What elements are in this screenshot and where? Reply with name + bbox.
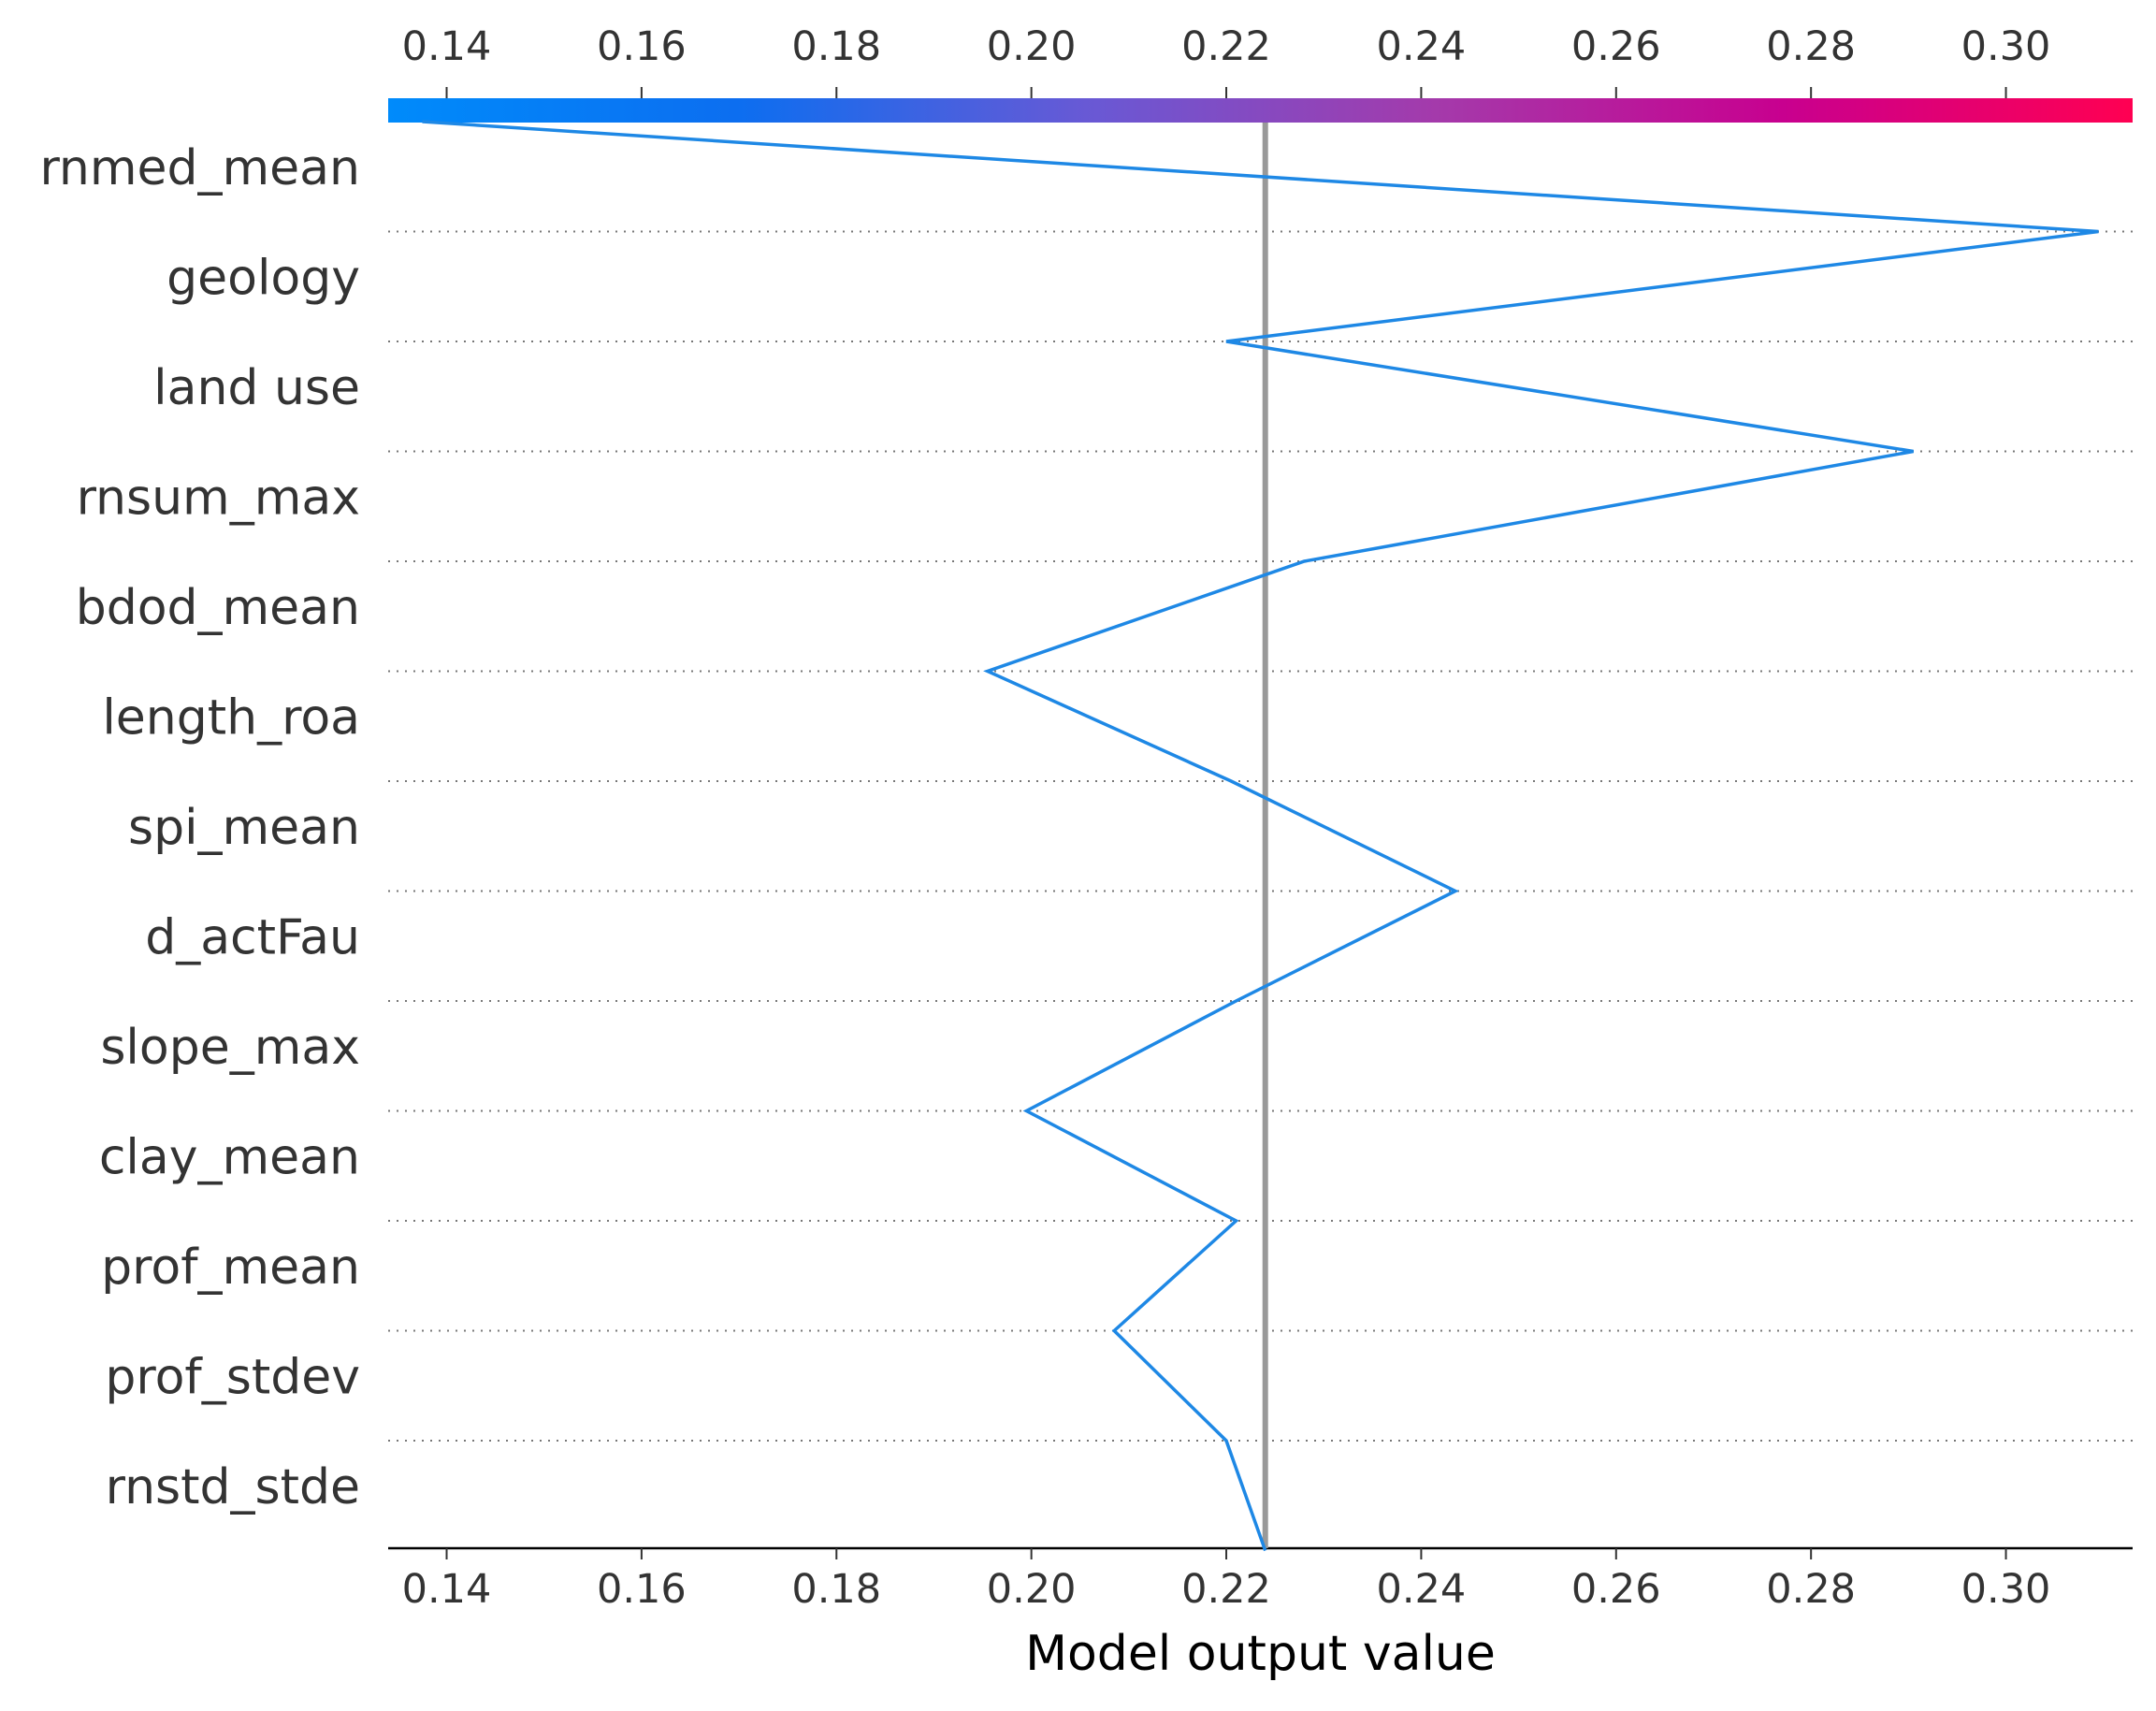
top-tick-label: 0.16	[597, 23, 687, 70]
bottom-tick-label: 0.26	[1571, 1566, 1661, 1613]
feature-label: rnsum_max	[77, 470, 360, 526]
colorbar	[388, 98, 2133, 123]
feature-label: spi_mean	[128, 800, 360, 856]
top-tick-label: 0.30	[1961, 23, 2051, 70]
top-tick-label: 0.18	[791, 23, 881, 70]
feature-label: rnstd_stde	[106, 1459, 360, 1515]
feature-label: slope_max	[100, 1020, 360, 1076]
grid-lines	[388, 230, 2133, 1442]
feature-label: bdod_mean	[76, 580, 360, 636]
top-tick-label: 0.24	[1377, 23, 1467, 70]
feature-label: d_actFau	[145, 909, 360, 965]
feature-label: land use	[153, 360, 360, 416]
top-tick-label: 0.14	[402, 23, 492, 70]
feature-label: geology	[166, 250, 360, 306]
top-tick-label: 0.26	[1571, 23, 1661, 70]
bottom-axis: 0.14 0.16 0.18 0.20 0.22 0.24 0.26 0.28 0.30	[388, 1546, 2133, 1613]
feature-label: length_roa	[102, 689, 360, 746]
x-axis-title: Model output value	[1025, 1626, 1496, 1682]
top-axis: 0.14 0.16 0.18 0.20 0.22 0.24 0.26 0.28 0.30	[402, 23, 2051, 98]
feature-label: prof_mean	[101, 1240, 360, 1296]
feature-label: prof_stdev	[105, 1349, 360, 1405]
feature-label: clay_mean	[99, 1129, 360, 1185]
bottom-tick-label: 0.22	[1181, 1566, 1271, 1613]
bottom-tick-label: 0.14	[402, 1566, 492, 1613]
bottom-tick-label: 0.30	[1961, 1566, 2051, 1613]
feature-label: rnmed_mean	[39, 140, 360, 196]
bottom-tick-label: 0.24	[1377, 1566, 1467, 1613]
top-tick-label: 0.22	[1181, 23, 1271, 70]
top-tick-label: 0.28	[1766, 23, 1856, 70]
bottom-tick-label: 0.20	[987, 1566, 1077, 1613]
bottom-tick-label: 0.18	[791, 1566, 881, 1613]
bottom-tick-label: 0.16	[597, 1566, 687, 1613]
decision-path-line	[422, 120, 2099, 1552]
top-tick-label: 0.20	[987, 23, 1077, 70]
bottom-tick-label: 0.28	[1766, 1566, 1856, 1613]
